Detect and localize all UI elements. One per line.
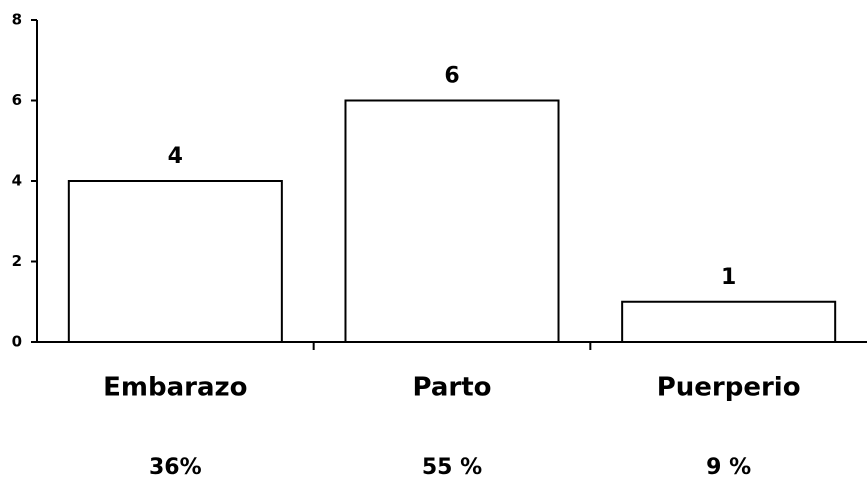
percent-label: 9 % xyxy=(706,455,751,479)
value-label: 6 xyxy=(444,64,459,89)
value-label: 1 xyxy=(721,265,736,290)
y-tick-label: 0 xyxy=(12,333,22,351)
percent-label: 55 % xyxy=(422,455,482,479)
percent-label: 36% xyxy=(149,455,202,479)
value-label: 4 xyxy=(168,144,183,169)
bar xyxy=(67,180,283,343)
y-tick-label: 2 xyxy=(12,252,22,270)
y-tick-label: 4 xyxy=(12,172,22,190)
x-tick-label: Embarazo xyxy=(103,373,247,403)
bar xyxy=(621,300,837,343)
x-tick-label: Parto xyxy=(412,373,491,403)
bar xyxy=(344,99,560,343)
x-tick-label: Puerperio xyxy=(657,373,801,403)
y-tick-label: 8 xyxy=(12,11,22,29)
y-tick-label: 6 xyxy=(12,91,22,109)
